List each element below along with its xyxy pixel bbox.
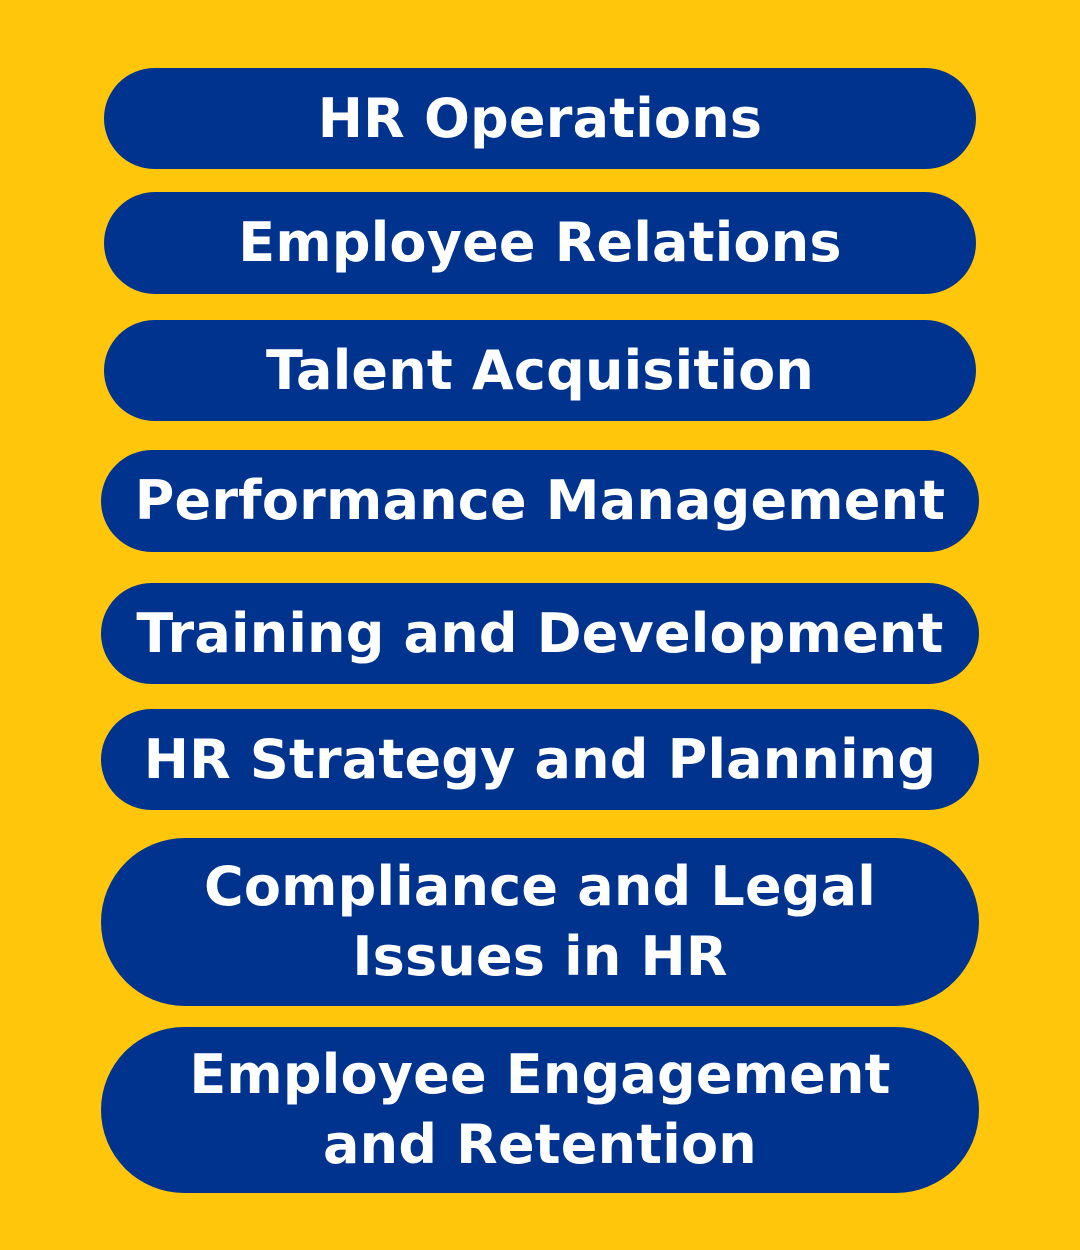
item-training-and-development: Training and Development xyxy=(101,583,979,684)
item-employee-relations: Employee Relations xyxy=(104,192,976,294)
item-hr-strategy-and-planning: HR Strategy and Planning xyxy=(101,709,979,810)
item-compliance-and-legal-issues: Compliance and Legal Issues in HR xyxy=(101,838,979,1006)
item-talent-acquisition: Talent Acquisition xyxy=(104,320,976,421)
item-employee-engagement-and-retention: Employee Engagement and Retention xyxy=(101,1027,979,1193)
item-hr-operations: HR Operations xyxy=(104,68,976,169)
item-performance-management: Performance Management xyxy=(101,450,979,552)
